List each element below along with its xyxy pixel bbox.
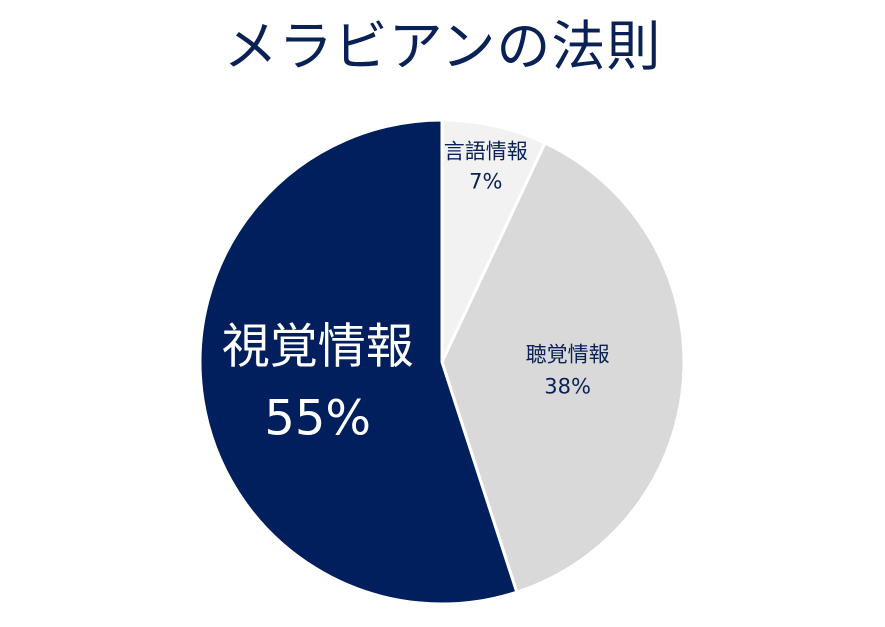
pie-slice-1 [440,118,547,364]
slice-category-label-3: 視覚情報 [222,319,414,375]
slice-value-label-3: 55% [264,391,371,447]
slice-value-label-1: 7% [469,169,502,193]
pie-slices [198,118,686,606]
pie-slice-3 [198,118,519,606]
slice-value-label-2: 38% [544,374,591,398]
chart-title: メラビアンの法則 [223,15,662,78]
pie-labels: 言語情報 7% 聴覚情報 38% 視覚情報 55% [222,139,610,446]
slice-category-label-2: 聴覚情報 [526,342,610,366]
slice-category-label-1: 言語情報 [444,139,528,163]
pie-slice-2 [440,141,686,594]
